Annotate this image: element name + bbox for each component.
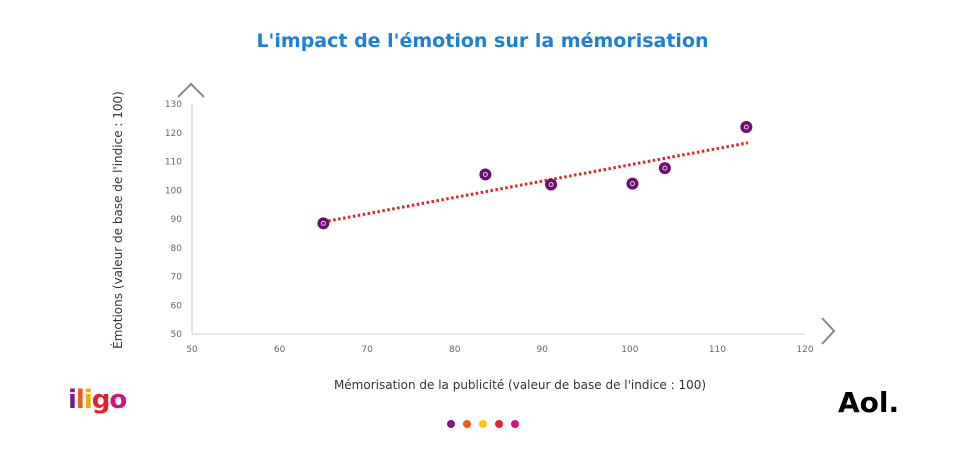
data-point-center	[548, 182, 554, 187]
trendline	[323, 141, 749, 224]
y-tick-label: 50	[171, 330, 183, 340]
data-point-center	[320, 220, 326, 226]
x-tick-label: 120	[796, 345, 813, 355]
data-point	[658, 162, 671, 175]
carousel-dots	[447, 420, 519, 428]
x-tick-label: 110	[709, 345, 726, 355]
carousel-dot[interactable]	[447, 420, 455, 428]
x-tick-label: 70	[361, 345, 373, 355]
data-point-center	[482, 171, 488, 177]
x-tick-label: 90	[537, 345, 549, 355]
y-tick-label: 110	[165, 158, 182, 168]
y-tick-label: 70	[171, 273, 183, 283]
y-tick-label: 130	[165, 100, 182, 110]
carousel-dot[interactable]	[479, 420, 487, 428]
data-point	[626, 177, 639, 190]
y-axis-label: Émotions (valeur de base de l'indice : 1…	[111, 91, 125, 349]
data-point	[479, 168, 492, 181]
data-point	[545, 178, 558, 191]
data-point-center	[629, 181, 635, 187]
y-tick-label: 120	[165, 129, 182, 139]
x-tick-label: 100	[621, 345, 638, 355]
y-tick-label: 100	[165, 186, 182, 196]
data-point-center	[662, 165, 668, 171]
iligo-logo: iligo	[68, 385, 127, 415]
chevron-up-icon[interactable]	[177, 82, 205, 98]
x-axis-label: Mémorisation de la publicité (valeur de …	[333, 378, 707, 392]
y-tick-label: 90	[171, 215, 183, 225]
carousel-dot[interactable]	[511, 420, 519, 428]
x-tick-label: 80	[449, 345, 461, 355]
chart-title: L'impact de l'émotion sur la mémorisatio…	[256, 30, 709, 52]
x-tick-label: 50	[186, 345, 198, 355]
carousel-dot[interactable]	[463, 420, 471, 428]
x-tick-label: 60	[274, 345, 286, 355]
aol-logo: Aol.	[838, 386, 900, 419]
carousel-dot[interactable]	[495, 420, 503, 428]
y-tick-label: 80	[171, 244, 183, 254]
data-point	[317, 217, 330, 230]
y-tick-label: 60	[171, 301, 183, 311]
chevron-right-icon[interactable]	[821, 317, 836, 345]
data-point	[740, 121, 753, 133]
data-point-center	[743, 124, 749, 130]
